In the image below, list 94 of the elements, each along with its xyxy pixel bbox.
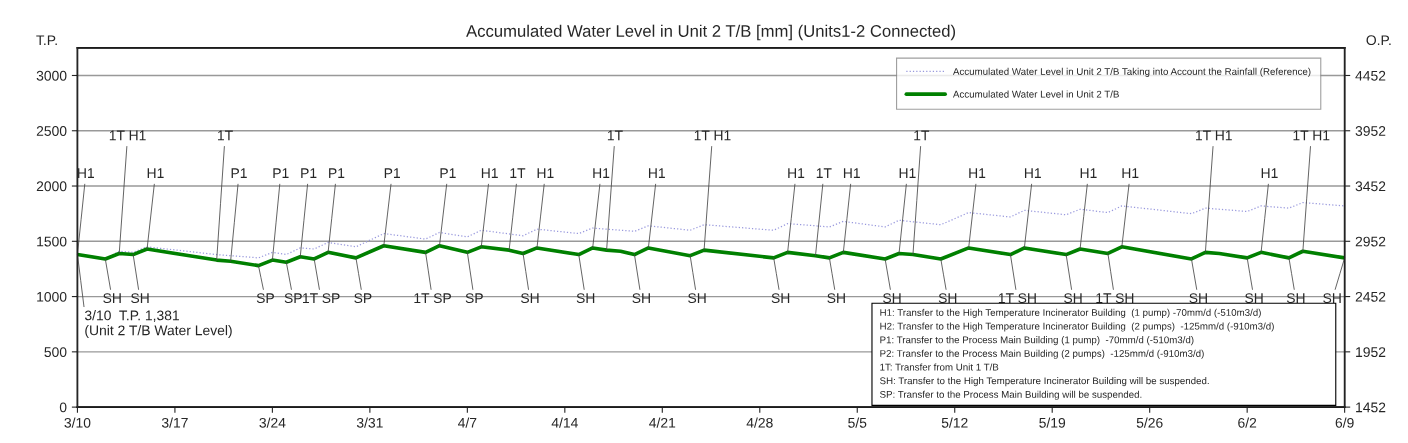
- y-tick-label: 0: [59, 402, 67, 413]
- annotation: 1T: [816, 168, 832, 178]
- annotation: SH: [1323, 293, 1341, 304]
- annotation: 1T: [914, 130, 930, 141]
- annotation: H1: [1080, 168, 1097, 178]
- annotation: SH: [103, 293, 121, 304]
- annotation: 1T SH: [998, 293, 1036, 304]
- annotation: H1: [481, 168, 498, 178]
- x-tick-label: 4/7: [458, 417, 477, 428]
- annotation: H1: [899, 168, 916, 178]
- y-tick-label: 2000: [36, 181, 67, 192]
- annotation: H1: [537, 168, 554, 178]
- legend-label: Accumulated Water Level in Unit 2 T/B Taking into Account the Rainfall (Reference): [952, 67, 1311, 77]
- annotation: 1T H1: [109, 130, 146, 141]
- annotation: SH: [883, 293, 901, 304]
- annotation: 1T SP: [414, 293, 451, 304]
- x-tick-label: 5/5: [848, 417, 867, 428]
- annotation: H1: [1024, 168, 1041, 178]
- y2-tick-label: 3952: [1355, 126, 1386, 136]
- x-tick-label: 5/26: [1136, 417, 1163, 428]
- x-tick-label: 4/21: [649, 417, 676, 428]
- line-series: [77, 243, 1345, 268]
- x-tick-label: 3/24: [259, 417, 286, 428]
- annotation: H1: [969, 168, 986, 178]
- annotation: H1: [78, 168, 94, 178]
- annotation: SP: Transfer to the Process Main Building will be suspended.: [880, 390, 1142, 400]
- legend-label: Accumulated Water Level in Unit 2 T/B: [952, 90, 1119, 98]
- annotation: SH: [1245, 293, 1263, 304]
- x-tick-label: 3/31: [356, 417, 383, 428]
- y-tick-label: 3000: [36, 70, 67, 81]
- annotation: 1T: [607, 130, 623, 141]
- x-tick-label: 5/19: [1039, 417, 1066, 428]
- x-tick-label: 6/9: [1335, 417, 1354, 428]
- annotation: P1: [231, 168, 247, 178]
- y-tick-label: 500: [44, 347, 67, 358]
- annotation: H1: [147, 168, 164, 178]
- annotation: 1T: Transfer from Unit 1 T/B: [880, 363, 999, 371]
- x-tick-label: 4/28: [746, 417, 773, 428]
- y-tick-label: 1000: [37, 291, 67, 302]
- y2-tick-label: 2452: [1355, 291, 1386, 302]
- annotation: P1: [329, 168, 345, 178]
- annotation: 1T H1: [694, 130, 731, 141]
- annotation: P1: [384, 168, 400, 178]
- y-tick-label: 2500: [36, 126, 67, 136]
- annotation: P1: [273, 168, 289, 178]
- y2-tick-label: 1452: [1356, 402, 1386, 413]
- x-tick-label: 3/10: [64, 417, 91, 428]
- annotation: H1: [648, 168, 665, 178]
- x-tick-label: 6/2: [1238, 417, 1257, 428]
- y2-tick-label: 2952: [1355, 236, 1386, 247]
- annotation: SH: [827, 293, 845, 304]
- annotation: 1T SH: [1096, 293, 1134, 304]
- annotation: SP: [465, 293, 483, 304]
- annotation: H1: [843, 168, 860, 178]
- x-tick-label: 3/17: [161, 417, 188, 428]
- annotation: 1T SP: [303, 293, 340, 304]
- annotation: 3/10 T.P. 1,381 (Unit 2 T/B Water Level): [84, 310, 232, 339]
- y-tick-label: 1500: [37, 236, 67, 247]
- annotation: SH: Transfer to the High Temperature Incinerator Building will be suspended.: [880, 377, 1209, 387]
- annotation: SH: [521, 293, 539, 304]
- chart-title: Accumulated Water Level in Unit 2 T/B [mm] (Units1-2 Connected): [466, 24, 956, 41]
- annotation: SH: [1064, 293, 1082, 304]
- y-axis-title: T.P.: [36, 35, 57, 45]
- annotation: SP: [354, 293, 372, 304]
- annotation: SP: [284, 293, 302, 304]
- annotation: SH: [771, 293, 790, 304]
- annotation: H1: [593, 168, 610, 178]
- x-tick-label: 4/14: [551, 417, 578, 428]
- annotation: H1: Transfer to the High Temperature Incinerator Building (1 pump) -70mm/d (-510m3/d): [880, 308, 1261, 318]
- annotation: P2: Transfer to the Process Main Building (2 pumps) -125mm/d (-910m3/d): [880, 349, 1204, 359]
- annotation: H1: [788, 168, 805, 178]
- annotation: SH: [632, 293, 650, 304]
- y2-tick-label: 1952: [1356, 347, 1386, 358]
- y2-tick-label: 4452: [1355, 70, 1386, 81]
- annotation: 1T H1: [1196, 130, 1232, 141]
- annotation: P1: [301, 168, 317, 178]
- annotation: SP: [256, 293, 274, 304]
- annotation: 1T: [218, 130, 233, 141]
- y2-axis-title: O.P.: [1366, 35, 1391, 46]
- annotation: 1T H1: [1293, 130, 1330, 141]
- annotation: 1T: [510, 168, 526, 178]
- annotation: P1: [440, 168, 456, 178]
- annotation: H2: Transfer to the High Temperature Incinerator Building (2 pumps) -125mm/d (-910m3/d): [880, 322, 1274, 332]
- y2-tick-label: 3452: [1355, 181, 1386, 192]
- annotation: H1: [1122, 168, 1139, 178]
- annotation: SH: [688, 293, 706, 304]
- annotation: H1: [1261, 168, 1278, 178]
- annotation: SH: [938, 293, 957, 304]
- annotation: SH: [1286, 293, 1305, 304]
- annotation: P1: Transfer to the Process Main Building (1 pump) -70mm/d (-510m3/d): [880, 336, 1194, 346]
- annotation: SH: [131, 293, 149, 304]
- annotation: SH: [576, 293, 595, 304]
- x-tick-label: 5/12: [941, 417, 968, 428]
- annotation: SH: [1189, 293, 1207, 304]
